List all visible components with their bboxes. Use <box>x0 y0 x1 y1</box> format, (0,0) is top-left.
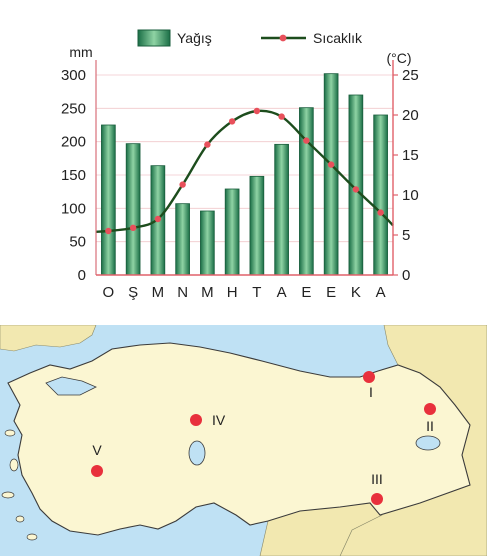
map-marker-label: IV <box>212 412 226 428</box>
y-tick-left: 150 <box>61 167 86 184</box>
y-tick-right: 25 <box>402 67 419 84</box>
temperature-point <box>228 118 236 125</box>
y-axis-left-label: mm <box>69 44 92 60</box>
temperature-point <box>179 181 186 188</box>
legend-label-yagis: Yağış <box>177 30 212 46</box>
bar <box>373 114 388 276</box>
x-tick-label: T <box>252 284 261 300</box>
x-tick-label: M <box>152 284 165 300</box>
x-tick-label: M <box>201 284 214 300</box>
legend-label-sicaklik: Sıcaklık <box>313 30 363 46</box>
map-marker <box>371 493 383 505</box>
temperature-point <box>204 141 211 148</box>
y-tick-right: 0 <box>402 267 410 284</box>
x-tick-label: A <box>376 284 386 300</box>
y-axis-right-label: (°C) <box>386 50 411 66</box>
bar <box>224 188 240 276</box>
map-marker <box>424 403 436 415</box>
map-marker-label: V <box>92 442 102 458</box>
bar <box>249 175 265 276</box>
y-tick-left: 0 <box>78 267 86 284</box>
temperature-point <box>278 113 285 120</box>
x-tick-label: N <box>177 284 188 300</box>
map-marker-label: I <box>369 384 373 400</box>
temperature-point <box>352 186 360 193</box>
x-tick-label: H <box>227 284 238 300</box>
map-lake-van <box>415 435 441 451</box>
temperature-point <box>105 227 112 235</box>
x-tick-label: Ş <box>128 284 138 300</box>
climate-chart: Yağış Sıcaklık mm (°C) 05010015020025030… <box>61 29 419 300</box>
legend-marker-sicaklik <box>279 34 287 42</box>
bar <box>125 143 141 276</box>
map-marmara-sea <box>45 376 97 396</box>
y-tick-right: 10 <box>402 187 419 204</box>
x-tick-label: O <box>103 284 115 300</box>
chart-legend: Yağış Sıcaklık <box>137 29 363 47</box>
bar <box>323 73 339 276</box>
y-tick-right: 5 <box>402 227 410 244</box>
bar <box>175 203 190 276</box>
bar <box>101 124 116 276</box>
map-land-turkey <box>7 342 471 536</box>
y-tick-left: 50 <box>69 234 86 251</box>
temperature-point <box>253 107 261 115</box>
y-tick-left: 300 <box>61 67 86 84</box>
map-marker <box>91 465 103 477</box>
bar <box>274 143 289 276</box>
map-marker-label: III <box>371 471 383 487</box>
temperature-line <box>95 109 394 233</box>
y-tick-left: 200 <box>61 134 86 151</box>
temperature-point <box>154 215 162 223</box>
y-tick-right: 20 <box>402 107 419 124</box>
y-tick-left: 250 <box>61 100 86 117</box>
map-islands <box>1 429 38 541</box>
bar <box>299 107 314 276</box>
x-tick-label: E <box>326 284 336 300</box>
temperature-point <box>377 209 384 216</box>
y-tick-left: 100 <box>61 200 86 217</box>
bar <box>200 210 215 276</box>
legend-swatch-yagis <box>137 29 171 47</box>
map-neighbor-north <box>0 325 97 352</box>
temperature-point <box>327 161 335 168</box>
map-marker-label: II <box>426 418 434 434</box>
x-tick-label: K <box>351 284 361 300</box>
map-lake-tuz <box>188 440 206 466</box>
temperature-point <box>303 137 310 144</box>
x-tick-label: A <box>277 284 287 300</box>
map-marker <box>363 371 375 383</box>
temperature-point <box>129 224 137 231</box>
map-marker <box>190 414 202 426</box>
y-tick-right: 15 <box>402 147 419 164</box>
x-tick-label: E <box>301 284 311 300</box>
